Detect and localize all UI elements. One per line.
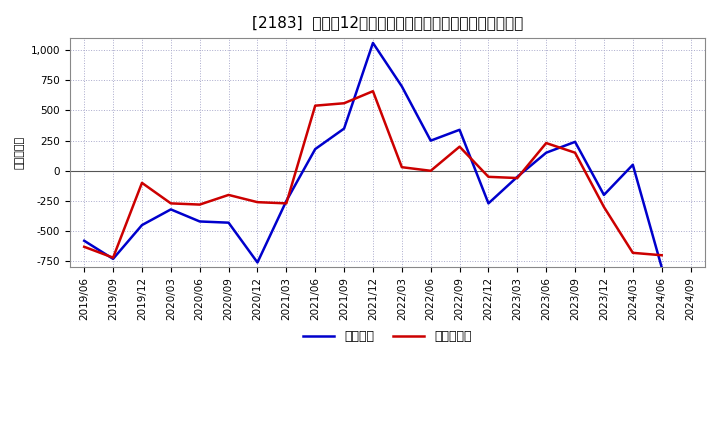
当期素利益	[426, 168, 435, 173]
経常利益	[629, 162, 637, 167]
経常利益	[369, 40, 377, 46]
当期素利益	[282, 201, 291, 206]
当期素利益	[397, 165, 406, 170]
経常利益	[311, 147, 320, 152]
経常利益	[166, 207, 175, 212]
経常利益	[282, 198, 291, 204]
経常利益	[600, 192, 608, 198]
当期素利益	[138, 180, 146, 186]
当期素利益	[311, 103, 320, 108]
当期素利益	[571, 150, 580, 155]
当期素利益	[629, 250, 637, 256]
Title: [2183]  利益だ12か月移動合計の対前年同期増減額の推移: [2183] 利益だ12か月移動合計の対前年同期増減額の推移	[252, 15, 523, 30]
当期素利益	[455, 144, 464, 149]
経常利益	[513, 174, 522, 180]
当期素利益	[484, 174, 492, 180]
当期素利益	[109, 255, 117, 260]
当期素利益	[369, 88, 377, 94]
経常利益	[484, 201, 492, 206]
当期素利益	[542, 140, 551, 146]
当期素利益	[513, 176, 522, 181]
経常利益	[253, 260, 262, 265]
経常利益	[340, 126, 348, 131]
経常利益	[224, 220, 233, 225]
Line: 経常利益: 経常利益	[84, 43, 662, 268]
経常利益	[138, 223, 146, 228]
当期素利益	[600, 204, 608, 209]
経常利益	[571, 139, 580, 144]
Legend: 経常利益, 当期素利益: 経常利益, 当期素利益	[298, 325, 477, 348]
当期素利益	[224, 192, 233, 198]
経常利益	[397, 84, 406, 89]
経常利益	[455, 127, 464, 132]
Line: 当期素利益: 当期素利益	[84, 91, 662, 258]
当期素利益	[253, 199, 262, 205]
経常利益	[542, 150, 551, 155]
経常利益	[195, 219, 204, 224]
Y-axis label: （百万円）: （百万円）	[15, 136, 25, 169]
経常利益	[80, 238, 89, 243]
当期素利益	[657, 253, 666, 258]
経常利益	[109, 256, 117, 261]
当期素利益	[166, 201, 175, 206]
当期素利益	[340, 101, 348, 106]
当期素利益	[195, 202, 204, 207]
経常利益	[426, 138, 435, 143]
経常利益	[657, 265, 666, 270]
当期素利益	[80, 244, 89, 249]
